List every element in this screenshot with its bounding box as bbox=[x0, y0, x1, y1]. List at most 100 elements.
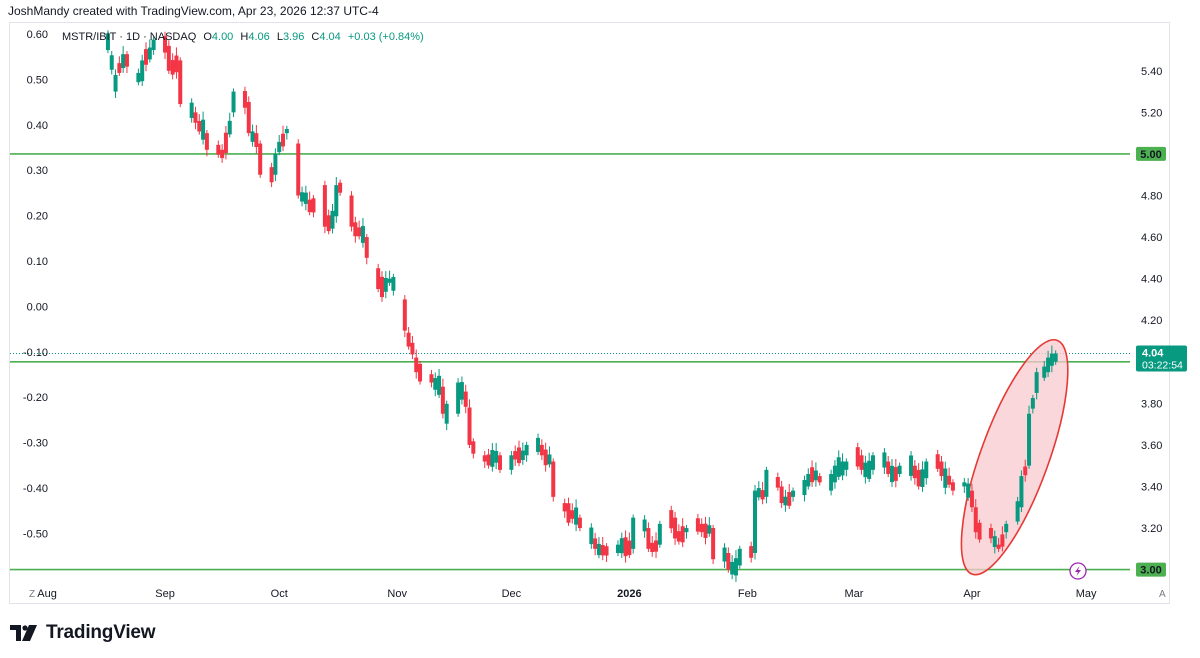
log-scale-toggle[interactable]: Z bbox=[29, 589, 36, 600]
candle-body bbox=[1049, 353, 1054, 366]
high-label: H bbox=[240, 31, 249, 43]
last-price-tag-bg bbox=[1136, 345, 1187, 372]
candle-body bbox=[650, 542, 655, 552]
left-axis-tick-label: 0.30 bbox=[27, 165, 48, 177]
candle-body bbox=[193, 112, 198, 123]
candle-body bbox=[829, 474, 834, 491]
candle-body bbox=[482, 455, 487, 462]
candle-body bbox=[273, 153, 278, 175]
candle-body bbox=[433, 378, 438, 390]
candle-body bbox=[779, 486, 784, 504]
candle-body bbox=[711, 528, 716, 560]
right-axis-tick-label: 3.20 bbox=[1141, 523, 1162, 535]
candle-body bbox=[840, 461, 845, 476]
candle-body bbox=[764, 469, 769, 497]
high-value: 4.06 bbox=[248, 31, 270, 43]
candle-body bbox=[577, 517, 582, 529]
candle-body bbox=[406, 332, 411, 347]
candle-body bbox=[977, 522, 982, 540]
candle-body bbox=[943, 468, 948, 488]
open-label: O bbox=[203, 31, 212, 43]
candle-body bbox=[593, 538, 598, 549]
candle-body bbox=[562, 503, 567, 512]
candle-body bbox=[920, 469, 925, 487]
candle-body bbox=[174, 55, 179, 73]
candle-body bbox=[752, 490, 757, 553]
left-axis-tick-label: -0.40 bbox=[23, 483, 48, 495]
candle-body bbox=[627, 540, 632, 556]
candle-body bbox=[832, 465, 837, 483]
right-axis-tick-label: 4.40 bbox=[1141, 274, 1162, 286]
rally-highlight-ellipse bbox=[960, 338, 1069, 576]
candle-body bbox=[429, 374, 434, 383]
candle-body bbox=[281, 133, 286, 147]
level-label-bg bbox=[1136, 562, 1166, 577]
candle-body bbox=[220, 149, 225, 159]
candle-body bbox=[223, 132, 228, 153]
tradingview-brand: TradingView bbox=[10, 622, 156, 644]
left-axis-tick-label: 0.60 bbox=[27, 29, 48, 41]
candle-body bbox=[197, 120, 202, 132]
right-axis-tick-label: 4.80 bbox=[1141, 191, 1162, 203]
right-axis-tick-label: 3.60 bbox=[1141, 440, 1162, 452]
candle-body bbox=[669, 510, 674, 529]
candle-body bbox=[258, 143, 263, 175]
candle-body bbox=[326, 215, 331, 232]
candle-body bbox=[467, 407, 472, 445]
candle-body bbox=[459, 382, 464, 400]
candle-body bbox=[254, 133, 259, 148]
candle-body bbox=[334, 185, 339, 217]
right-axis-tick-label: 5.20 bbox=[1141, 107, 1162, 119]
candle-body bbox=[813, 470, 818, 481]
left-axis-tick-label: -0.50 bbox=[23, 528, 48, 540]
low-label: L bbox=[276, 31, 283, 43]
candle-body bbox=[216, 144, 221, 155]
candle-body bbox=[684, 528, 689, 533]
candle-body bbox=[760, 490, 765, 500]
left-axis-tick-label: -0.30 bbox=[23, 438, 48, 450]
candle-body bbox=[836, 457, 841, 477]
candle-body bbox=[151, 39, 156, 51]
candle-body bbox=[623, 537, 628, 557]
candle-body bbox=[806, 474, 811, 487]
left-axis-tick-label: 0.00 bbox=[27, 301, 48, 313]
candle-body bbox=[916, 469, 921, 487]
auto-scale-toggle[interactable]: A bbox=[1159, 589, 1166, 600]
candle-body bbox=[338, 182, 343, 193]
candle-body bbox=[517, 447, 522, 464]
candle-body bbox=[303, 192, 308, 204]
candle-body bbox=[227, 120, 232, 135]
candle-body bbox=[600, 545, 605, 556]
candle-body bbox=[775, 476, 780, 488]
x-axis-tick-label: Sep bbox=[155, 588, 175, 600]
candle-body bbox=[867, 460, 872, 479]
change-value: +0.03 (+0.84%) bbox=[347, 31, 424, 43]
candle-body bbox=[124, 54, 129, 67]
candle-body bbox=[231, 91, 236, 113]
x-axis-tick-label: Nov bbox=[387, 588, 407, 600]
candle-body bbox=[589, 527, 594, 545]
candle-body bbox=[886, 461, 891, 475]
candle-body bbox=[105, 33, 110, 51]
candle-body bbox=[189, 102, 194, 118]
candle-body bbox=[909, 455, 914, 476]
candle-body bbox=[349, 195, 354, 227]
candle-body bbox=[330, 210, 335, 229]
left-axis-tick-label: 0.40 bbox=[27, 120, 48, 132]
open-value: 4.00 bbox=[211, 31, 234, 43]
x-axis-tick-label: 2026 bbox=[617, 588, 641, 600]
candle-body bbox=[410, 342, 415, 355]
x-axis-tick-label: May bbox=[1076, 588, 1097, 600]
candle-body bbox=[201, 119, 206, 140]
candle-body bbox=[924, 461, 929, 479]
left-axis-tick-label: 0.20 bbox=[27, 211, 48, 223]
candle-body bbox=[536, 437, 541, 452]
candle-body bbox=[802, 479, 807, 496]
right-axis-tick-label: 3.40 bbox=[1141, 481, 1162, 493]
candle-body bbox=[654, 540, 659, 552]
candle-body bbox=[136, 72, 141, 83]
x-axis-tick-label: Apr bbox=[963, 588, 980, 600]
candle-body bbox=[300, 192, 305, 202]
level-label-5.00: 5.00 bbox=[1140, 149, 1161, 161]
